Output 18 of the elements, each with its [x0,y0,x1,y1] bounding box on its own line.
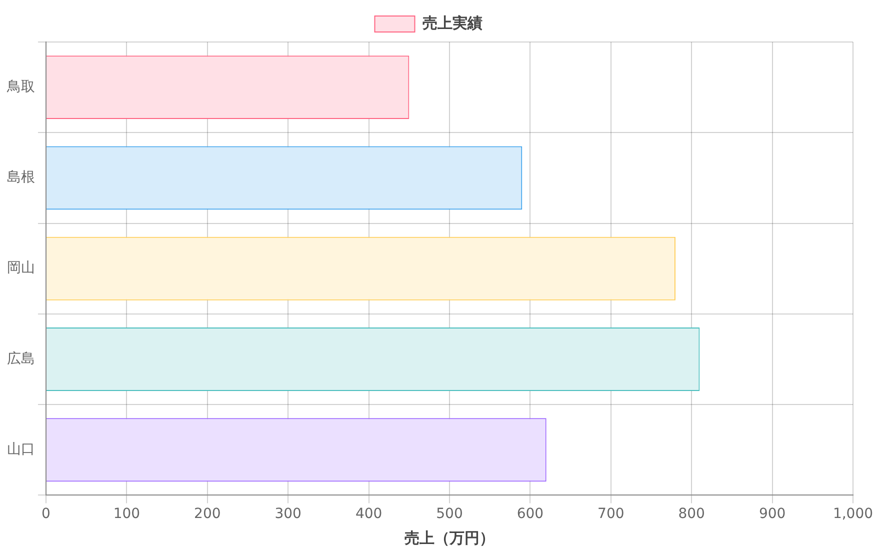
x-tick-label: 900 [758,506,786,522]
y-tick-label: 山口 [7,442,35,458]
y-tick-label: 広島 [7,350,35,367]
y-tick-label: 岡山 [7,260,35,276]
y-tick-label: 島根 [7,170,35,186]
x-tick-label: 0 [42,506,50,522]
x-tick-label: 700 [598,506,624,522]
legend-label: 売上実績 [422,14,482,32]
x-tick-label: 600 [516,506,544,522]
x-axis-title: 売上（万円） [404,528,494,547]
x-tick-label: 200 [194,506,221,522]
x-tick-label: 500 [436,506,463,522]
x-tick-label: 400 [355,506,382,522]
x-tick-label: 300 [274,506,302,522]
y-tick-label: 鳥取 [6,78,35,95]
x-tick-label: 100 [113,506,140,522]
x-tick-label: 800 [678,506,705,522]
x-tick-label: 1,000 [832,506,874,522]
